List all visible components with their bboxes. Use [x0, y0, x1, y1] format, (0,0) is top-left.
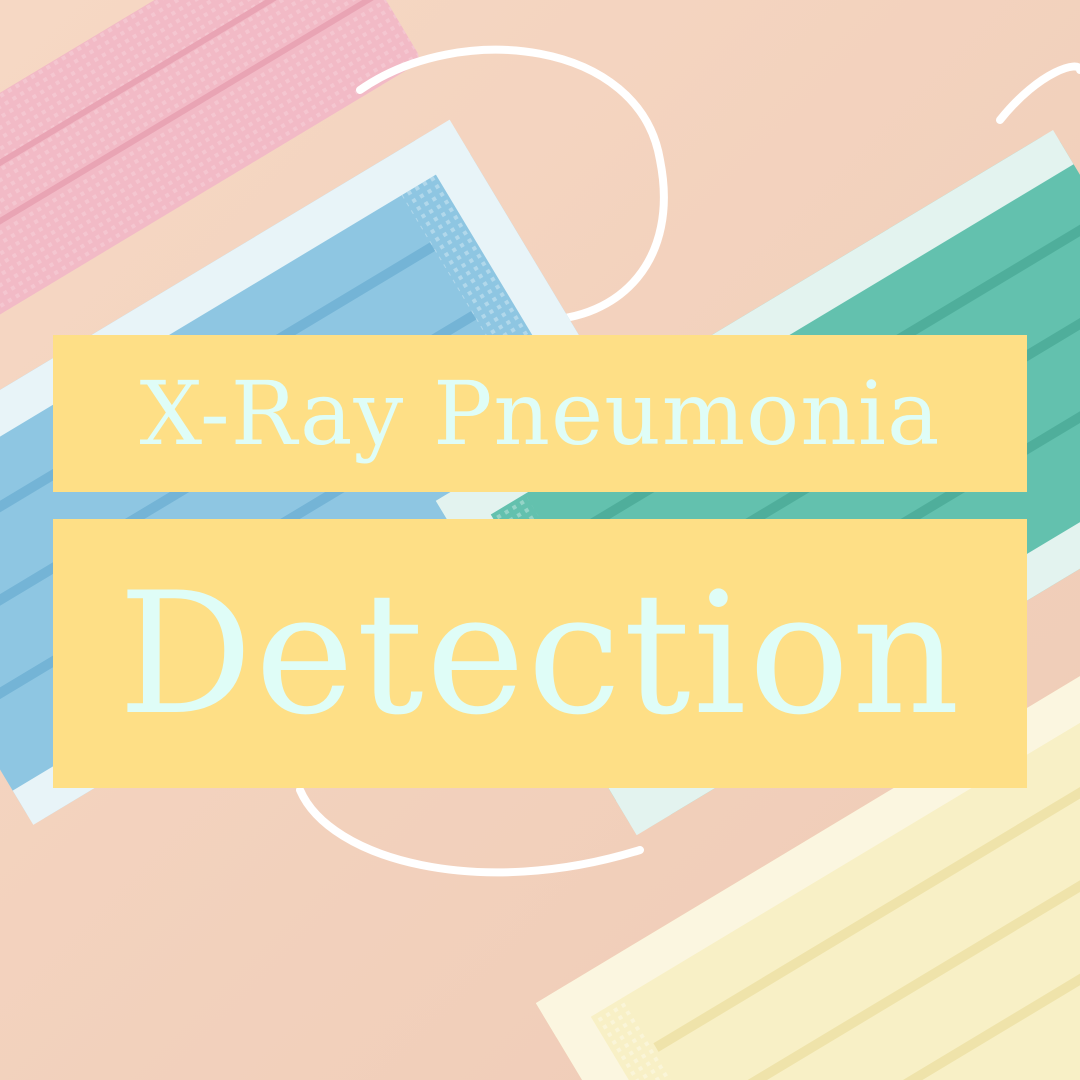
- blue-mask-ear-loop: [356, 45, 668, 324]
- title-box-line-2: Detection: [53, 519, 1027, 788]
- pink-mask: [0, 0, 419, 346]
- green-mask-lower-loop: [296, 786, 644, 877]
- title-box-line-1: X-Ray Pneumonia: [53, 335, 1027, 492]
- title-line-2: Detection: [118, 555, 962, 752]
- green-mask-ear-loop: [996, 62, 1080, 124]
- title-line-1: X-Ray Pneumonia: [139, 362, 941, 465]
